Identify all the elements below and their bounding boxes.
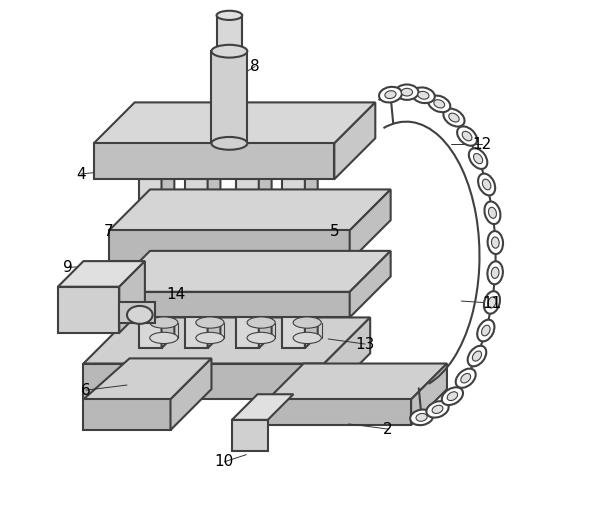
Ellipse shape: [150, 317, 178, 328]
Ellipse shape: [442, 387, 463, 405]
Polygon shape: [119, 261, 145, 333]
Polygon shape: [109, 189, 390, 230]
Text: 7: 7: [104, 224, 114, 239]
Polygon shape: [94, 143, 334, 179]
Ellipse shape: [467, 346, 487, 366]
Polygon shape: [232, 394, 293, 420]
Ellipse shape: [412, 88, 435, 103]
Ellipse shape: [416, 414, 427, 421]
Text: 12: 12: [472, 137, 491, 152]
Text: 8: 8: [250, 59, 260, 74]
Polygon shape: [259, 166, 272, 348]
Ellipse shape: [487, 261, 503, 284]
Polygon shape: [324, 317, 370, 399]
Polygon shape: [58, 287, 119, 333]
Ellipse shape: [293, 317, 321, 328]
Polygon shape: [334, 102, 376, 179]
Polygon shape: [268, 399, 411, 425]
Ellipse shape: [482, 179, 491, 190]
Text: 5: 5: [330, 224, 339, 239]
Polygon shape: [211, 51, 247, 143]
Ellipse shape: [426, 401, 448, 418]
Ellipse shape: [247, 317, 275, 328]
Text: 10: 10: [215, 454, 234, 470]
Polygon shape: [84, 317, 370, 364]
Ellipse shape: [410, 410, 433, 425]
Ellipse shape: [196, 317, 224, 328]
Polygon shape: [162, 166, 174, 348]
Polygon shape: [411, 364, 447, 425]
Polygon shape: [236, 179, 259, 348]
Ellipse shape: [150, 332, 178, 344]
Ellipse shape: [449, 113, 459, 122]
Ellipse shape: [395, 84, 418, 100]
Polygon shape: [109, 292, 350, 317]
Ellipse shape: [217, 11, 242, 20]
Ellipse shape: [293, 332, 321, 344]
Polygon shape: [139, 179, 162, 348]
Polygon shape: [350, 189, 390, 261]
Polygon shape: [119, 302, 155, 323]
Ellipse shape: [488, 297, 496, 308]
Ellipse shape: [247, 332, 275, 344]
Ellipse shape: [444, 109, 464, 126]
Ellipse shape: [488, 231, 503, 254]
Ellipse shape: [491, 237, 499, 248]
Ellipse shape: [428, 96, 450, 112]
Polygon shape: [208, 166, 220, 348]
Polygon shape: [84, 399, 171, 430]
Polygon shape: [232, 420, 268, 451]
Ellipse shape: [447, 392, 458, 400]
Ellipse shape: [211, 45, 247, 57]
Ellipse shape: [484, 202, 500, 224]
Polygon shape: [217, 15, 242, 51]
Text: 2: 2: [383, 421, 393, 437]
Polygon shape: [84, 364, 324, 399]
Ellipse shape: [211, 137, 247, 150]
Ellipse shape: [473, 154, 482, 164]
Ellipse shape: [482, 325, 490, 336]
Polygon shape: [268, 364, 447, 399]
Ellipse shape: [456, 369, 476, 388]
Ellipse shape: [469, 148, 487, 169]
Ellipse shape: [478, 174, 495, 196]
Ellipse shape: [379, 87, 402, 102]
Ellipse shape: [196, 332, 224, 344]
Ellipse shape: [457, 126, 477, 146]
Ellipse shape: [472, 351, 482, 361]
Ellipse shape: [385, 91, 396, 98]
Polygon shape: [350, 251, 390, 317]
Text: 13: 13: [355, 336, 375, 352]
Ellipse shape: [491, 267, 499, 279]
Ellipse shape: [461, 373, 470, 383]
Ellipse shape: [462, 131, 472, 141]
Ellipse shape: [484, 291, 500, 314]
Polygon shape: [184, 179, 208, 348]
Text: 6: 6: [81, 382, 91, 398]
Polygon shape: [109, 230, 350, 261]
Ellipse shape: [127, 306, 153, 324]
Polygon shape: [84, 358, 211, 399]
Text: 4: 4: [76, 166, 86, 182]
Text: 11: 11: [482, 295, 501, 311]
Ellipse shape: [477, 319, 494, 342]
Ellipse shape: [488, 207, 497, 218]
Polygon shape: [94, 102, 376, 143]
Ellipse shape: [432, 406, 443, 414]
Polygon shape: [58, 261, 145, 287]
Polygon shape: [171, 358, 211, 430]
Polygon shape: [305, 166, 318, 348]
Ellipse shape: [434, 100, 445, 108]
Polygon shape: [282, 179, 305, 348]
Ellipse shape: [401, 89, 413, 96]
Ellipse shape: [418, 91, 429, 99]
Text: 9: 9: [63, 260, 73, 275]
Polygon shape: [109, 251, 390, 292]
Text: 14: 14: [166, 287, 185, 302]
